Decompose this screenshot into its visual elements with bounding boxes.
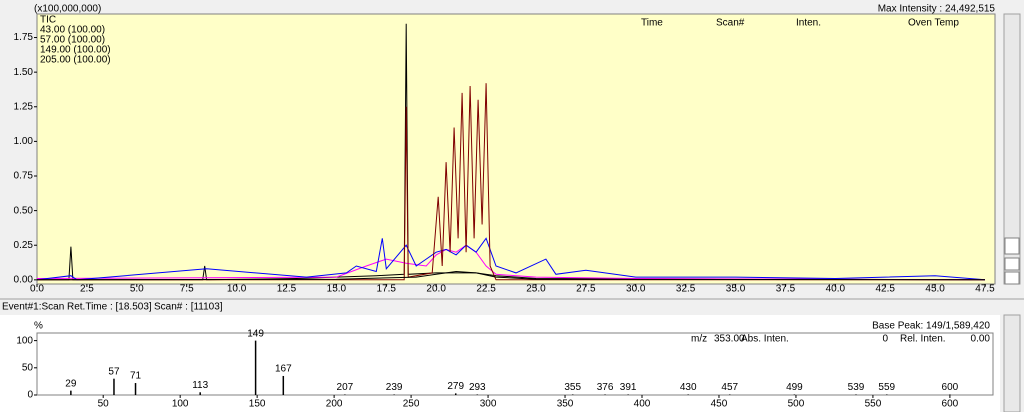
x-tick-label: 12.5 xyxy=(277,284,297,295)
scroll-button[interactable] xyxy=(1004,237,1020,255)
x-tick-label: 32.5 xyxy=(676,284,696,295)
peak-label: 391 xyxy=(620,382,637,393)
peak-label: 430 xyxy=(680,382,697,393)
event-text: Event#1:Scan xyxy=(2,302,64,313)
column-header: Scan# xyxy=(716,18,745,29)
series-line xyxy=(36,244,986,281)
column-header: Inten. xyxy=(796,18,821,29)
y-tick-label: 1.50 xyxy=(14,67,34,78)
peak-label: 149 xyxy=(247,328,264,339)
x-tick-label: 400 xyxy=(634,399,651,410)
y-tick-label: 0.25 xyxy=(14,240,34,251)
x-tick-label: 7.5 xyxy=(180,284,194,295)
peak-label: 207 xyxy=(337,382,354,393)
x-tick-label: 35.0 xyxy=(726,284,746,295)
y-tick-label: 50 xyxy=(22,362,34,373)
x-tick-label: 27.5 xyxy=(576,284,596,295)
legend-label: 43.00 (100.00) xyxy=(40,25,105,36)
x-tick-label: 15.0 xyxy=(327,284,347,295)
legend-label: TIC xyxy=(40,15,56,26)
info-field: Rel. Inten. xyxy=(900,334,946,345)
info-field: 0 xyxy=(882,334,888,345)
series-line xyxy=(36,270,986,281)
y-tick-label: 100 xyxy=(16,335,33,346)
x-tick-label: 17.5 xyxy=(377,284,397,295)
peak-label: 457 xyxy=(721,382,738,393)
x-tick-label: 40.0 xyxy=(826,284,846,295)
y-tick-label: 0.50 xyxy=(14,205,34,216)
x-tick-label: 37.5 xyxy=(776,284,796,295)
y-tick-label: 1.75 xyxy=(14,32,34,43)
peak-label: 167 xyxy=(275,364,292,375)
x-tick-label: 42.5 xyxy=(875,284,895,295)
peak-label: 355 xyxy=(564,382,581,393)
column-header: Oven Temp xyxy=(908,18,959,29)
zoom-button[interactable] xyxy=(1004,257,1020,271)
chromatogram-plot xyxy=(36,13,996,285)
x-tick-label: 30.0 xyxy=(626,284,646,295)
legend-label: 149.00 (100.00) xyxy=(40,45,111,56)
event-text: Scan# : [11103] xyxy=(154,302,223,313)
y-tick-label: 0.00 xyxy=(14,274,34,285)
info-field: 0.00 xyxy=(971,334,991,345)
x-tick-label: 550 xyxy=(865,399,882,410)
peak-label: 539 xyxy=(848,382,865,393)
y-tick-label: 1.00 xyxy=(14,136,34,147)
x-tick-label: 0.0 xyxy=(30,284,44,295)
series-line xyxy=(36,237,986,281)
peak-label: 29 xyxy=(65,378,77,389)
x-tick-label: 600 xyxy=(942,399,959,410)
peak-label: 239 xyxy=(386,382,403,393)
peak-label: 113 xyxy=(192,380,208,391)
peak-label: 600 xyxy=(942,382,959,393)
event-text: Ret.Time : [18.503] xyxy=(67,302,152,313)
x-tick-label: 20.0 xyxy=(426,284,446,295)
max-intensity: Max Intensity : 24,492,515 xyxy=(878,4,996,15)
peak-label: 71 xyxy=(130,371,142,382)
info-field: m/z xyxy=(691,334,707,345)
peak-label: 559 xyxy=(878,382,895,393)
x-tick-label: 2.5 xyxy=(80,284,94,295)
x-tick-label: 250 xyxy=(403,399,420,410)
x-tick-label: 25.0 xyxy=(526,284,546,295)
scale-note: (x100,000,000) xyxy=(34,4,101,15)
x-tick-label: 45.0 xyxy=(925,284,945,295)
y-axis-label: % xyxy=(34,321,43,332)
y-tick-label: 0 xyxy=(27,390,33,401)
peak-label: 499 xyxy=(786,382,803,393)
peak-label: 279 xyxy=(447,381,464,392)
spectrum-plot xyxy=(36,332,994,396)
y-tick-label: 1.25 xyxy=(14,101,34,112)
column-header: Time xyxy=(641,18,663,29)
x-tick-label: 47.5 xyxy=(975,284,995,295)
zoom-button[interactable] xyxy=(1004,271,1020,285)
info-field: Abs. Inten. xyxy=(741,334,789,345)
x-tick-label: 300 xyxy=(480,399,497,410)
peak-label: 376 xyxy=(597,382,614,393)
x-tick-label: 350 xyxy=(557,399,574,410)
peak-label: 57 xyxy=(108,366,120,377)
x-tick-label: 22.5 xyxy=(476,284,496,295)
x-tick-label: 150 xyxy=(249,399,266,410)
x-tick-label: 50 xyxy=(98,399,110,410)
x-tick-label: 5.0 xyxy=(130,284,144,295)
base-peak: Base Peak: 149/1,589,420 xyxy=(872,321,990,332)
x-tick-label: 450 xyxy=(711,399,728,410)
legend-label: 205.00 (100.00) xyxy=(40,55,111,66)
x-tick-label: 500 xyxy=(788,399,805,410)
info-field: 353.00 xyxy=(714,334,745,345)
x-tick-label: 100 xyxy=(172,399,189,410)
scrollbar[interactable] xyxy=(1003,314,1021,412)
series-line xyxy=(37,83,985,281)
y-tick-label: 0.75 xyxy=(14,171,34,182)
x-tick-label: 10.0 xyxy=(227,284,247,295)
peak-label: 293 xyxy=(469,382,486,393)
x-tick-label: 200 xyxy=(326,399,343,410)
legend-label: 57.00 (100.00) xyxy=(40,35,105,46)
